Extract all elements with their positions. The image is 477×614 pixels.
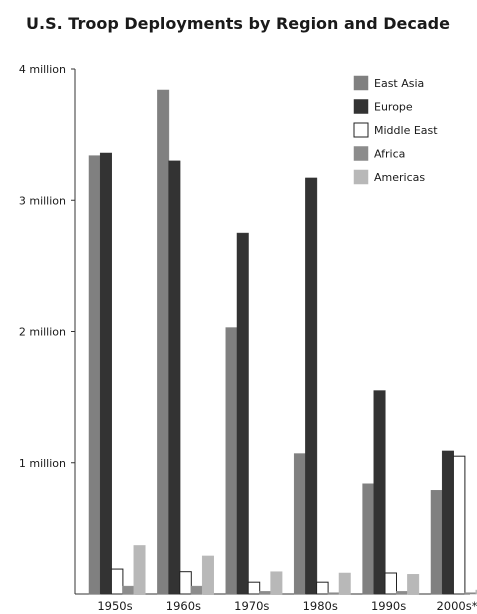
legend-label: Americas	[374, 171, 425, 184]
y-tick-label: 1 million	[19, 457, 66, 470]
y-tick-label: 3 million	[19, 194, 66, 207]
legend-swatch	[353, 122, 369, 138]
legend-label: Africa	[374, 148, 405, 161]
bar-east-asia-1960s	[157, 89, 170, 595]
bar-africa-1970s	[259, 591, 272, 595]
bar-europe-2000s	[441, 450, 454, 595]
y-tick-label: 2 million	[19, 326, 66, 339]
legend-swatch	[353, 146, 369, 161]
legend: East Asia Europe Middle East Africa Americas	[353, 75, 438, 185]
legend-label: East Asia	[374, 77, 424, 90]
bar-east-asia-2000s	[430, 490, 443, 595]
bar-east-asia-1950s	[88, 155, 101, 595]
x-tick-label: 2000s*	[436, 599, 477, 613]
x-tick-label: 1960s	[166, 599, 201, 613]
bar-europe-1970s	[236, 232, 249, 595]
bar-middle-east-1980s	[316, 581, 329, 595]
legend-swatch	[353, 99, 369, 114]
bar-middle-east-2000s	[452, 455, 466, 595]
x-tick-label: 1950s	[97, 599, 132, 613]
bar-americas-1960s	[201, 555, 214, 595]
bar-africa-2000s	[464, 592, 477, 595]
y-tick-label: 4 million	[19, 63, 66, 76]
bar-europe-1990s	[373, 390, 386, 595]
bar-africa-1960s	[190, 585, 203, 595]
bar-east-asia-1970s	[225, 327, 238, 595]
x-tick-label: 1970s	[234, 599, 269, 613]
bar-middle-east-1990s	[384, 572, 397, 595]
legend-swatch	[353, 75, 369, 91]
bar-africa-1990s	[395, 591, 408, 595]
x-tick-label: 1980s	[303, 599, 338, 613]
bar-africa-1950s	[122, 585, 135, 595]
chart-title: U.S. Troop Deployments by Region and Dec…	[26, 14, 450, 33]
bar-middle-east-1970s	[247, 581, 261, 595]
bar-europe-1960s	[168, 160, 181, 595]
bar-middle-east-1950s	[110, 568, 124, 595]
plot-area: 1 million 2 million 3 million 4 million 1950…	[19, 63, 477, 613]
bar-europe-1980s	[305, 177, 318, 595]
bar-africa-1980s	[327, 592, 340, 595]
bar-east-asia-1980s	[293, 453, 306, 595]
bar-americas-1980s	[338, 572, 351, 595]
bar-east-asia-1990s	[362, 483, 375, 595]
bar-americas-1970s	[270, 571, 283, 595]
legend-swatch	[353, 169, 369, 185]
bar-americas-1950s	[133, 545, 146, 595]
legend-label: Europe	[374, 101, 413, 114]
bar-middle-east-1960s	[179, 571, 192, 595]
x-tick-label: 1990s	[371, 599, 406, 613]
bar-americas-1990s	[407, 574, 420, 595]
legend-label: Middle East	[374, 124, 438, 137]
bar-americas-2000s	[475, 589, 477, 595]
bar-europe-1950s	[99, 152, 112, 595]
